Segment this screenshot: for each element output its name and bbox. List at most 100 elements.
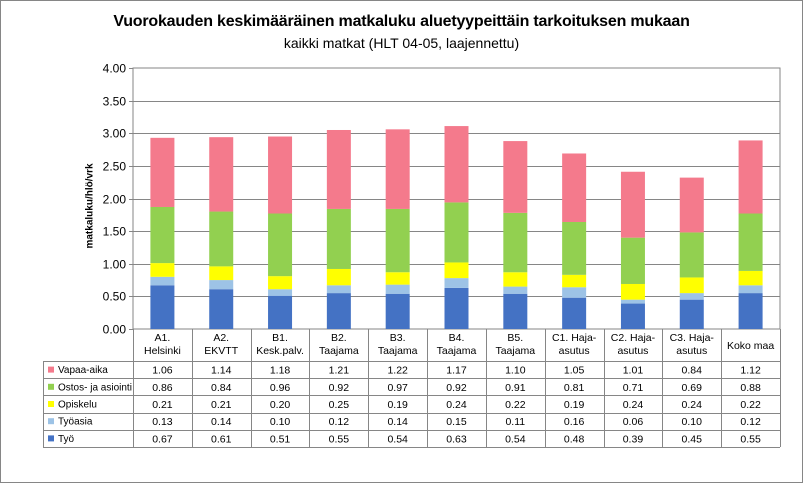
- category-label: C1. Haja-: [552, 332, 597, 344]
- category-label: Helsinki: [144, 345, 181, 357]
- data-table-cell: 0.14: [211, 416, 232, 428]
- data-table-cell: 0.54: [505, 433, 526, 445]
- bar-segment: [503, 141, 528, 213]
- bar-segment: [444, 278, 469, 288]
- data-table-cell: 0.10: [270, 416, 291, 428]
- bar-segment: [562, 287, 587, 298]
- data-table-cell: 1.01: [623, 365, 644, 377]
- bar-segment: [150, 263, 175, 277]
- data-table-cell: 1.14: [211, 365, 232, 377]
- data-table-cell: 0.61: [211, 433, 232, 445]
- bar-segment: [385, 129, 410, 209]
- data-table-cell: 0.25: [329, 399, 350, 411]
- data-table-cell: 0.51: [270, 433, 291, 445]
- category-label: Taajama: [378, 345, 418, 357]
- y-tick-label: 1.00: [103, 258, 127, 272]
- y-tick-label: 1.50: [103, 225, 127, 239]
- y-tick-label: 2.00: [103, 193, 127, 207]
- data-table-cell: 0.16: [564, 416, 585, 428]
- y-tick-label: 4.00: [103, 62, 127, 76]
- data-table-cell: 0.84: [682, 365, 703, 377]
- data-table-cell: 0.15: [446, 416, 467, 428]
- legend-label: Työasia: [58, 417, 93, 428]
- category-label: A1.: [155, 332, 171, 344]
- y-tick-label: 0.50: [103, 290, 127, 304]
- bar-segment: [503, 272, 528, 287]
- bar-segment: [326, 285, 351, 294]
- bar-segment: [620, 303, 645, 329]
- bar-segment: [562, 274, 587, 288]
- bar-segment: [679, 232, 704, 278]
- bar-segment: [326, 208, 351, 269]
- data-table-cell: 0.12: [740, 416, 761, 428]
- legend-swatch: [48, 418, 54, 425]
- data-table-cell: 0.63: [446, 433, 467, 445]
- bar-segment: [562, 221, 587, 275]
- bar-segment: [268, 295, 293, 329]
- data-table-cell: 0.96: [270, 382, 291, 394]
- bar-segment: [679, 299, 704, 329]
- category-label: B3.: [390, 332, 406, 344]
- data-table-cell: 0.92: [329, 382, 350, 394]
- legend-swatch: [48, 401, 54, 407]
- data-table-cell: 1.10: [505, 365, 526, 377]
- bar-segment: [268, 213, 293, 277]
- bar-segment: [738, 213, 763, 271]
- data-table-cell: 0.81: [564, 382, 585, 394]
- legend-swatch: [48, 435, 54, 442]
- bar-segment: [150, 137, 175, 207]
- bar-segment: [326, 268, 351, 286]
- data-table-cell: 1.21: [329, 365, 350, 377]
- bar-segment: [444, 202, 469, 263]
- bar-segment: [620, 299, 645, 304]
- category-label: B4.: [449, 332, 465, 344]
- bar-segment: [738, 270, 763, 286]
- category-label: C3. Haja-: [670, 332, 715, 344]
- category-label: B1.: [272, 332, 288, 344]
- data-table-cell: 0.19: [564, 399, 585, 411]
- bar-segment: [209, 137, 234, 212]
- data-table-cell: 0.10: [682, 416, 703, 428]
- bar-segment: [209, 289, 234, 329]
- legend-label: Opiskelu: [58, 400, 97, 411]
- y-tick-label: 3.50: [103, 95, 127, 109]
- legend-swatch: [48, 366, 54, 373]
- category-label: Kesk.palv.: [256, 345, 304, 357]
- data-table-cell: 0.92: [446, 382, 467, 394]
- category-label: Taajama: [495, 345, 535, 357]
- chart-subtitle: kaikki matkat (HLT 04-05, laajennettu): [283, 35, 520, 51]
- bar-segment: [738, 140, 763, 214]
- category-label: A2.: [213, 332, 229, 344]
- category-label: Koko maa: [727, 340, 774, 352]
- legend-swatch: [48, 383, 54, 390]
- data-table-cell: 0.39: [623, 433, 644, 445]
- bar-segment: [385, 208, 410, 273]
- bar-segment: [503, 212, 528, 273]
- category-label: EKVTT: [204, 345, 238, 357]
- data-table-cell: 1.05: [564, 365, 585, 377]
- bar-segment: [620, 283, 645, 300]
- data-table-cell: 0.12: [329, 416, 350, 428]
- data-table-cell: 0.69: [682, 382, 703, 394]
- bar-segment: [209, 211, 234, 267]
- bar-segment: [150, 276, 175, 286]
- data-table-cell: 0.88: [740, 382, 761, 394]
- bar-segment: [444, 126, 469, 203]
- bar-segment: [150, 285, 175, 329]
- data-table-cell: 0.45: [682, 433, 703, 445]
- bar-segment: [444, 262, 469, 279]
- bar-segment: [738, 293, 763, 329]
- data-table-cell: 1.12: [740, 365, 761, 377]
- bar-segment: [620, 171, 645, 238]
- data-table-cell: 0.19: [387, 399, 408, 411]
- bar-segment: [268, 276, 293, 290]
- bar-segment: [679, 293, 704, 300]
- bar-segment: [444, 287, 469, 329]
- bar-segment: [679, 177, 704, 233]
- data-table-cell: 0.55: [740, 433, 761, 445]
- bar-segment: [268, 289, 293, 296]
- category-label: C2. Haja-: [611, 332, 656, 344]
- chart-title: Vuorokauden keskimääräinen matkaluku alu…: [113, 13, 690, 30]
- data-table-cell: 0.86: [152, 382, 173, 394]
- data-table-cell: 0.11: [505, 416, 525, 428]
